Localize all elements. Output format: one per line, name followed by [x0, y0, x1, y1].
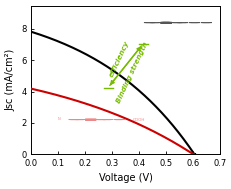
Text: N: N [58, 117, 60, 121]
Text: Binding strength: Binding strength [115, 41, 149, 104]
X-axis label: Voltage (V): Voltage (V) [98, 174, 152, 184]
Y-axis label: Jsc (mA/cm²): Jsc (mA/cm²) [6, 49, 15, 111]
Text: COOH: COOH [133, 118, 145, 122]
Text: efficiency: efficiency [107, 40, 129, 78]
